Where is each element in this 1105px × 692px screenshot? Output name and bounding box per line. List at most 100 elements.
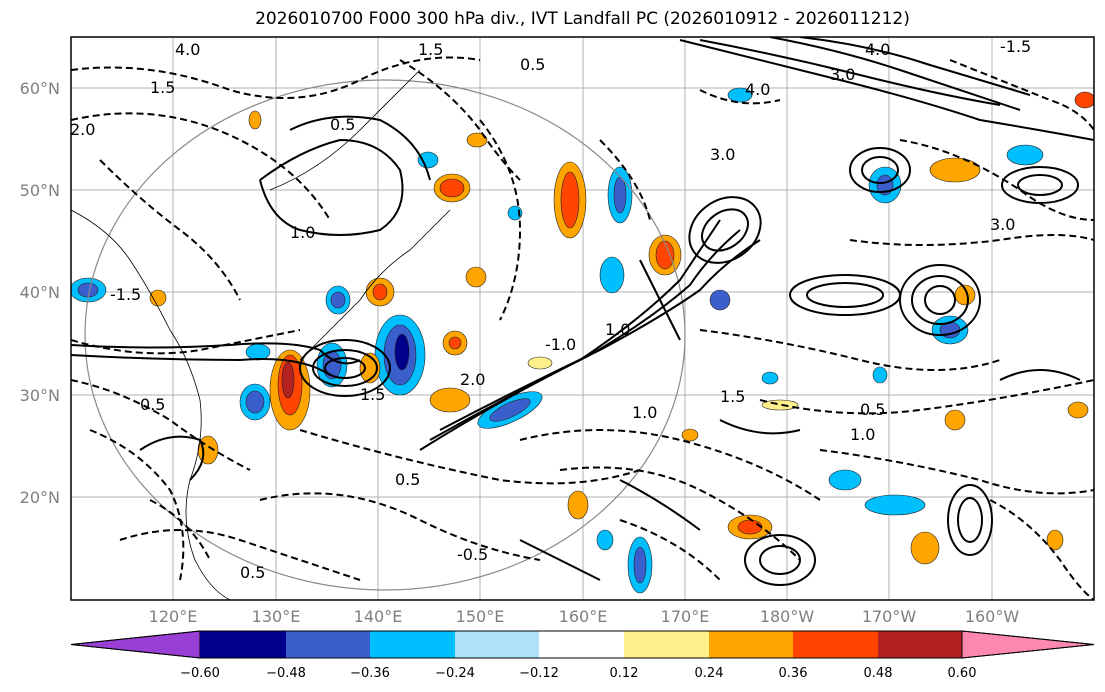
lon-label: 180°W (760, 607, 815, 626)
div-cell (448, 336, 462, 350)
contour-label: 2.0 (70, 120, 95, 139)
div-cell (245, 343, 271, 361)
div-cell (596, 529, 614, 551)
div-cell (149, 289, 167, 307)
lat-label: 20°N (20, 488, 60, 507)
colorbar-outline (70, 630, 1095, 659)
contour-label: 1.5 (150, 78, 175, 97)
colorbar-swatch (624, 631, 709, 658)
div-cell (394, 333, 410, 371)
div-cell (245, 390, 265, 414)
div-cell (489, 398, 531, 422)
contour-label: -0.5 (457, 545, 488, 564)
div-cell (466, 132, 488, 148)
div-cell (944, 409, 966, 431)
div-cell (681, 428, 699, 442)
div-cell (929, 157, 981, 183)
div-cell (330, 291, 346, 309)
div-cell (77, 282, 99, 298)
div-cell (372, 283, 388, 301)
lon-label: 130°E (252, 607, 301, 626)
div-cell (761, 371, 779, 385)
colorbar-swatch (286, 631, 370, 658)
div-cell (599, 256, 625, 294)
lat-label: 60°N (20, 79, 60, 98)
colorbar-tick: 0.60 (948, 666, 977, 681)
colorbar-swatch (793, 631, 878, 658)
latitude-labels: 20°N 30°N 40°N 50°N 60°N (20, 79, 60, 507)
contour-label: 1.5 (720, 387, 745, 406)
lat-label: 30°N (20, 386, 60, 405)
div-cell (417, 151, 439, 169)
divergence-shading (71, 87, 1094, 594)
colorbar-swatch (878, 631, 962, 658)
lat-label: 40°N (20, 283, 60, 302)
contour-label: 1.5 (418, 40, 443, 59)
contour-label: 0.5 (140, 395, 165, 414)
contour-label: 1.0 (605, 320, 630, 339)
solid-contours (71, 37, 1094, 586)
lon-label: 150°E (456, 607, 505, 626)
plot-frame (70, 36, 1095, 601)
div-cell (613, 176, 627, 214)
div-cell (439, 178, 465, 198)
div-cell (864, 494, 926, 516)
div-cell (872, 366, 888, 384)
contour-label: -1.0 (545, 335, 576, 354)
contour-label: 0.5 (395, 470, 420, 489)
map-plot: 0.5 0.5 0.5 0.5 0.5 0.5 1.0 1.0 1.0 1.0 … (20, 36, 1095, 626)
div-cell (727, 87, 753, 103)
div-cell (465, 266, 487, 288)
div-cell (655, 240, 675, 270)
contour-label: 0.5 (330, 115, 355, 134)
div-cell (527, 356, 553, 370)
lon-label: 170°W (862, 607, 917, 626)
colorbar-swatch (709, 631, 793, 658)
colorbar-swatch (961, 630, 1095, 659)
colorbar-tick: −0.48 (266, 666, 306, 681)
contour-label: 3.0 (990, 215, 1015, 234)
div-cell (633, 546, 647, 584)
longitude-labels: 120°E 130°E 140°E 150°E 160°E 170°E 180°… (149, 607, 1020, 626)
colorbar-tick: −0.36 (350, 666, 390, 681)
div-cell (709, 289, 731, 311)
colorbar-swatches (70, 630, 1095, 659)
contour-label: 1.5 (360, 385, 385, 404)
colorbar-tick: −0.60 (180, 666, 220, 681)
contour-label: 1.0 (850, 425, 875, 444)
div-cell (429, 387, 471, 413)
contour-label: 4.0 (745, 80, 770, 99)
div-cell (1046, 529, 1064, 551)
lon-label: 160°E (559, 607, 608, 626)
colorbar-tick: 0.24 (695, 666, 724, 681)
colorbar-ticks: −0.60 −0.48 −0.36 −0.24 −0.12 0.12 0.24 … (180, 666, 976, 681)
coastlines (71, 69, 451, 600)
div-cell (1074, 91, 1094, 109)
div-cell (828, 469, 862, 491)
div-cell (737, 519, 763, 535)
contour-label: 0.5 (520, 55, 545, 74)
lon-label: 170°E (661, 607, 710, 626)
div-cell (567, 490, 589, 520)
div-cell (876, 174, 894, 196)
colorbar-tick: −0.24 (435, 666, 475, 681)
colorbar-tick: 0.12 (610, 666, 639, 681)
colorbar-swatch (370, 631, 455, 658)
lon-label: 160°W (965, 607, 1020, 626)
lon-label: 120°E (149, 607, 198, 626)
contour-label: -1.5 (110, 285, 141, 304)
contour-label: 3.0 (830, 65, 855, 84)
contour-label: 1.0 (632, 403, 657, 422)
contour-label: 4.0 (175, 40, 200, 59)
div-cell (248, 110, 262, 130)
div-cell (910, 531, 940, 565)
contour-label: 0.5 (860, 400, 885, 419)
div-cell (281, 361, 295, 399)
lat-label: 50°N (20, 181, 60, 200)
div-cell (761, 399, 799, 411)
colorbar-swatch (455, 631, 539, 658)
div-cell (1067, 401, 1089, 419)
contour-label: 3.0 (710, 145, 735, 164)
colorbar-tick: −0.12 (519, 666, 559, 681)
colorbar-tick: 0.48 (864, 666, 893, 681)
